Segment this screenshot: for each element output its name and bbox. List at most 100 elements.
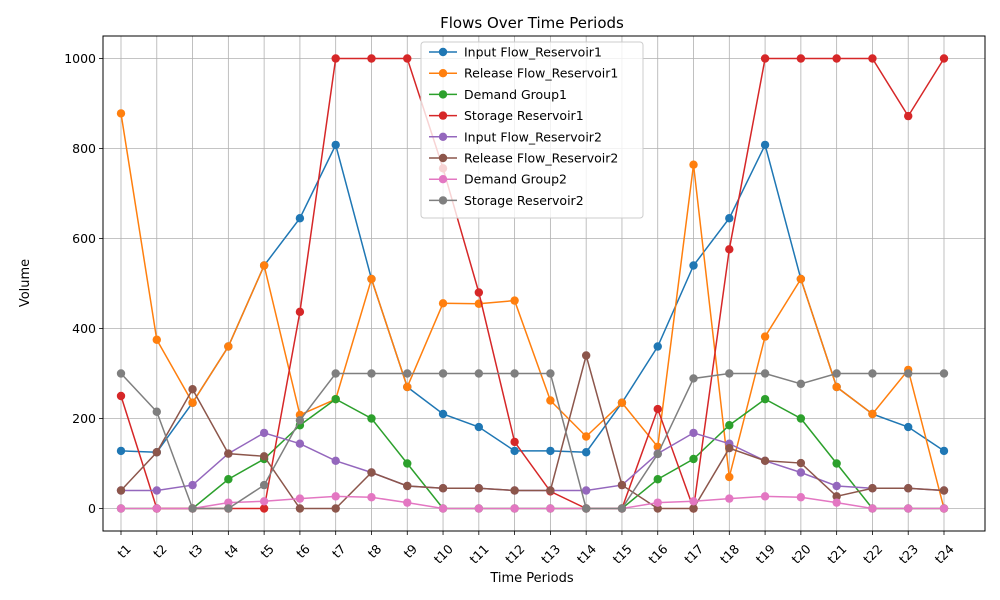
data-point	[760, 369, 770, 378]
data-point	[689, 160, 698, 169]
data-point	[403, 481, 412, 491]
data-point	[224, 475, 233, 484]
data-point	[581, 432, 591, 441]
data-point	[617, 480, 627, 490]
data-point	[188, 480, 197, 490]
data-point	[116, 486, 126, 495]
data-point	[403, 54, 412, 63]
data-point	[832, 382, 841, 392]
legend-item: Release Flow_Reservoir1	[429, 66, 618, 81]
data-point	[725, 444, 734, 453]
legend-swatch-marker	[438, 90, 448, 99]
data-point	[939, 369, 949, 378]
data-point	[904, 422, 913, 432]
data-point	[403, 459, 412, 468]
data-point	[939, 446, 949, 456]
y-tick-label: 800	[72, 141, 96, 156]
data-point	[474, 484, 484, 493]
x-axis-label: Time Periods	[489, 571, 573, 586]
data-point	[474, 504, 484, 513]
data-point	[224, 504, 233, 513]
y-tick-label: 400	[72, 321, 96, 336]
data-point	[331, 54, 340, 63]
data-point	[832, 492, 841, 501]
data-point	[689, 504, 698, 513]
y-tick-label: 0	[88, 501, 96, 516]
data-point	[832, 459, 841, 468]
data-point	[438, 369, 448, 378]
data-point	[152, 407, 161, 416]
y-tick-label: 200	[72, 411, 96, 426]
data-point	[725, 494, 734, 503]
data-point	[116, 391, 126, 401]
data-point	[868, 409, 877, 419]
data-point	[796, 274, 806, 284]
y-tick-label: 1000	[64, 51, 96, 66]
data-point	[331, 504, 340, 513]
legend-swatch-marker	[438, 175, 448, 184]
data-point	[939, 486, 949, 495]
data-point	[331, 140, 340, 150]
data-point	[868, 54, 877, 63]
data-point	[224, 498, 233, 507]
legend-item: Demand Group2	[429, 172, 567, 187]
data-point	[617, 398, 627, 407]
data-point	[474, 288, 484, 297]
legend-label: Storage Reservoir2	[464, 193, 584, 208]
series-line	[120, 352, 945, 510]
legend-item: Input Flow_Reservoir2	[429, 129, 602, 144]
data-point	[939, 504, 949, 513]
data-point	[367, 468, 376, 477]
data-point	[653, 342, 662, 351]
data-point	[760, 492, 770, 501]
data-point	[725, 245, 734, 254]
data-point	[295, 214, 305, 223]
data-point	[796, 468, 806, 477]
legend-label: Input Flow_Reservoir1	[464, 45, 602, 60]
data-point	[438, 484, 448, 493]
data-point	[546, 369, 555, 378]
series-line	[121, 495, 944, 510]
data-point	[832, 498, 841, 507]
data-point	[259, 428, 269, 438]
data-point	[904, 369, 913, 378]
data-point	[259, 480, 269, 490]
data-point	[367, 369, 376, 378]
legend-items: Input Flow_Reservoir1 Release Flow_Reserv…	[429, 45, 618, 208]
data-point	[760, 54, 770, 63]
data-point	[581, 448, 591, 457]
legend: Input Flow_Reservoir1 Release Flow_Reserv…	[420, 41, 644, 219]
grid-lines	[103, 36, 985, 531]
data-point	[510, 296, 519, 305]
data-point	[725, 421, 734, 430]
data-point	[832, 481, 841, 491]
legend-swatch-marker	[438, 132, 448, 141]
data-point	[546, 446, 555, 456]
data-point	[725, 472, 734, 482]
data-point	[868, 504, 877, 513]
legend-swatch-marker	[438, 47, 448, 57]
data-point	[653, 498, 662, 507]
y-tick-label: 600	[72, 231, 96, 246]
data-point	[367, 274, 376, 284]
data-point	[510, 369, 519, 378]
data-point	[259, 452, 269, 461]
legend-label: Release Flow_Reservoir2	[464, 151, 618, 166]
data-point	[116, 446, 126, 456]
legend-label: Demand Group1	[464, 87, 567, 102]
data-point	[331, 369, 340, 378]
legend-item: Storage Reservoir1	[429, 108, 584, 123]
data-point	[796, 54, 806, 63]
data-point	[295, 439, 305, 448]
data-point	[868, 484, 877, 493]
data-point	[438, 409, 448, 419]
data-point	[653, 404, 662, 414]
plot-frame	[102, 35, 986, 532]
data-point	[474, 422, 484, 432]
series-8	[116, 369, 949, 513]
data-point	[224, 342, 233, 351]
series-line	[120, 113, 945, 509]
data-point	[295, 307, 305, 317]
data-point	[367, 414, 376, 423]
data-point	[653, 449, 662, 459]
